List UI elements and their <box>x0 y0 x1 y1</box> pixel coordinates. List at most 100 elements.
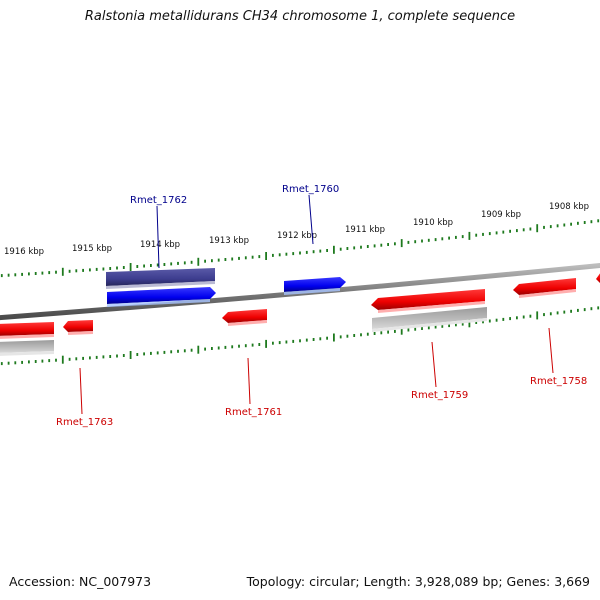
minor-tick <box>366 332 369 336</box>
minor-tick <box>258 343 261 346</box>
minor-tick <box>95 355 98 359</box>
minor-tick <box>150 264 152 267</box>
minor-tick <box>461 322 464 326</box>
gene-label-rmet1759[interactable]: Rmet_1759 <box>411 390 468 401</box>
minor-tick <box>380 243 383 247</box>
minor-tick <box>583 221 586 224</box>
minor-tick <box>238 256 240 260</box>
minor-tick <box>597 219 600 223</box>
minor-tick <box>156 263 159 267</box>
minor-tick <box>177 349 179 353</box>
gene-label-rmet1758[interactable]: Rmet_1758 <box>530 376 587 387</box>
minor-tick <box>326 249 328 252</box>
gene-rmet1758[interactable] <box>513 278 576 298</box>
minor-tick <box>28 272 30 276</box>
minor-tick <box>211 347 213 350</box>
minor-tick <box>461 235 464 239</box>
gene-rmet1763-a[interactable] <box>0 322 54 339</box>
minor-tick <box>360 245 362 249</box>
minor-tick <box>414 327 417 331</box>
minor-tick <box>7 361 10 365</box>
minor-tick <box>116 266 118 270</box>
topology-text: Topology: circular; Length: 3,928,089 bp… <box>246 574 590 589</box>
gene-label-rmet1763[interactable]: Rmet_1763 <box>56 417 113 428</box>
minor-tick <box>109 267 112 270</box>
major-tick <box>333 333 335 342</box>
minor-tick <box>407 240 410 244</box>
major-tick <box>265 252 267 260</box>
minor-tick <box>224 258 227 261</box>
minor-tick <box>211 259 213 263</box>
major-tick <box>61 267 64 276</box>
minor-tick <box>394 329 396 333</box>
minor-tick <box>577 221 579 225</box>
minor-tick <box>339 247 342 251</box>
minor-tick <box>434 238 437 242</box>
minor-tick <box>394 242 396 246</box>
minor-tick <box>278 253 281 257</box>
minor-tick <box>441 324 444 328</box>
minor-tick <box>0 274 3 278</box>
minor-tick <box>102 267 105 271</box>
minor-tick <box>7 273 10 277</box>
minor-tick <box>543 225 545 229</box>
minor-tick <box>482 232 484 236</box>
minor-tick <box>366 245 369 248</box>
scale-label: 1915 kbp <box>72 244 112 254</box>
gene-partial-right[interactable] <box>596 271 600 284</box>
minor-tick <box>448 324 450 328</box>
gene-rmet1761[interactable] <box>222 309 267 326</box>
gene-rmet1763-b[interactable] <box>63 320 93 335</box>
scale-label: 1910 kbp <box>413 218 453 228</box>
gene-rmet1760[interactable] <box>284 277 346 295</box>
minor-tick <box>238 344 240 348</box>
minor-tick <box>95 267 98 271</box>
minor-tick <box>434 325 437 329</box>
map-title: Ralstonia metallidurans CH34 chromosome … <box>84 9 516 24</box>
minor-tick <box>21 360 23 364</box>
minor-tick <box>502 317 505 321</box>
gene-rmet1763-gray[interactable] <box>0 340 54 356</box>
minor-tick <box>150 351 152 355</box>
minor-tick <box>292 339 295 343</box>
minor-tick <box>82 268 84 272</box>
minor-tick <box>170 350 173 354</box>
minor-tick <box>556 224 559 228</box>
gene-label-rmet1762[interactable]: Rmet_1762 <box>130 195 187 206</box>
minor-tick <box>556 311 559 315</box>
minor-tick <box>163 263 166 266</box>
minor-tick <box>14 273 17 277</box>
minor-tick <box>407 328 410 332</box>
minor-tick <box>455 323 457 327</box>
minor-tick <box>102 355 105 359</box>
minor-tick <box>251 255 254 259</box>
gene-label-rmet1761[interactable]: Rmet_1761 <box>225 407 282 418</box>
minor-tick <box>346 247 349 250</box>
minor-tick <box>360 333 362 337</box>
minor-tick <box>312 250 315 254</box>
minor-tick <box>570 222 572 226</box>
minor-tick <box>475 233 478 237</box>
minor-tick <box>597 306 600 310</box>
minor-tick <box>475 321 478 324</box>
gene-rmet1762[interactable] <box>106 268 215 289</box>
minor-tick <box>312 338 315 341</box>
minor-tick <box>516 229 518 233</box>
minor-tick <box>421 239 423 243</box>
gene-forward-blue-1[interactable] <box>107 287 216 307</box>
minor-tick <box>224 345 227 349</box>
minor-tick <box>34 360 37 363</box>
minor-tick <box>183 349 186 353</box>
minor-tick <box>441 237 444 241</box>
minor-tick <box>292 252 295 256</box>
scale-label: 1916 kbp <box>4 247 44 257</box>
gene-rmet1759[interactable] <box>371 289 485 313</box>
minor-tick <box>143 352 145 356</box>
gene-rmet1759-gray[interactable] <box>372 307 487 332</box>
minor-tick <box>34 272 37 275</box>
gene-label-rmet1760[interactable]: Rmet_1760 <box>282 184 339 195</box>
leader-rmet1760 <box>308 194 314 245</box>
leader-rmet1759 <box>431 341 437 388</box>
minor-tick <box>380 331 383 335</box>
